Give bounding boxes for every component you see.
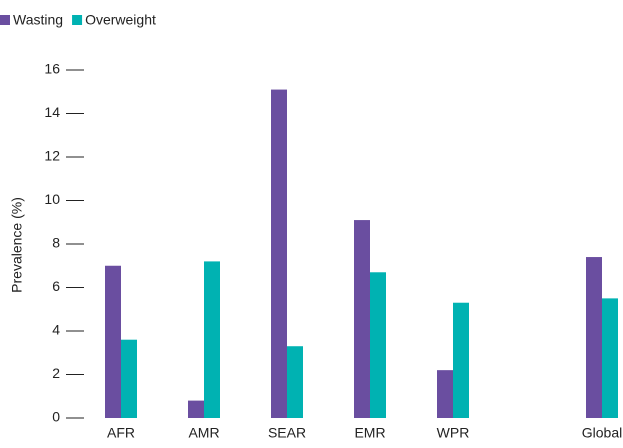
- y-tick-label: 10: [44, 191, 60, 207]
- x-tick-label: SEAR: [268, 425, 306, 441]
- y-tick-label: 14: [44, 104, 60, 120]
- bar: [204, 261, 220, 418]
- y-tick-label: 6: [52, 278, 60, 294]
- bar: [437, 370, 453, 418]
- bar: [370, 272, 386, 418]
- y-tick-label: 16: [44, 61, 60, 77]
- x-tick-label: AMR: [188, 425, 219, 441]
- bar: [105, 265, 121, 418]
- bar: [453, 302, 469, 418]
- legend-swatch: [72, 15, 83, 25]
- y-tick-label: 2: [52, 365, 60, 381]
- y-tick-label: 8: [52, 235, 60, 251]
- x-tick-label: EMR: [354, 425, 385, 441]
- bar: [188, 400, 204, 418]
- bar: [354, 220, 370, 418]
- y-tick-label: 0: [52, 409, 60, 425]
- bar: [121, 339, 137, 418]
- y-axis-label: Prevalence (%): [9, 197, 25, 293]
- x-tick-label: WPR: [437, 425, 470, 441]
- bar: [287, 346, 303, 418]
- y-tick-label: 4: [52, 322, 60, 338]
- bar: [586, 257, 602, 418]
- legend-label: Wasting: [13, 12, 63, 28]
- legend-swatch: [0, 15, 10, 25]
- x-tick-label: Global: [582, 425, 622, 441]
- bar: [271, 89, 287, 418]
- bar: [602, 298, 618, 418]
- legend-label: Overweight: [85, 12, 156, 28]
- x-tick-label: AFR: [107, 425, 135, 441]
- y-tick-label: 12: [44, 148, 60, 164]
